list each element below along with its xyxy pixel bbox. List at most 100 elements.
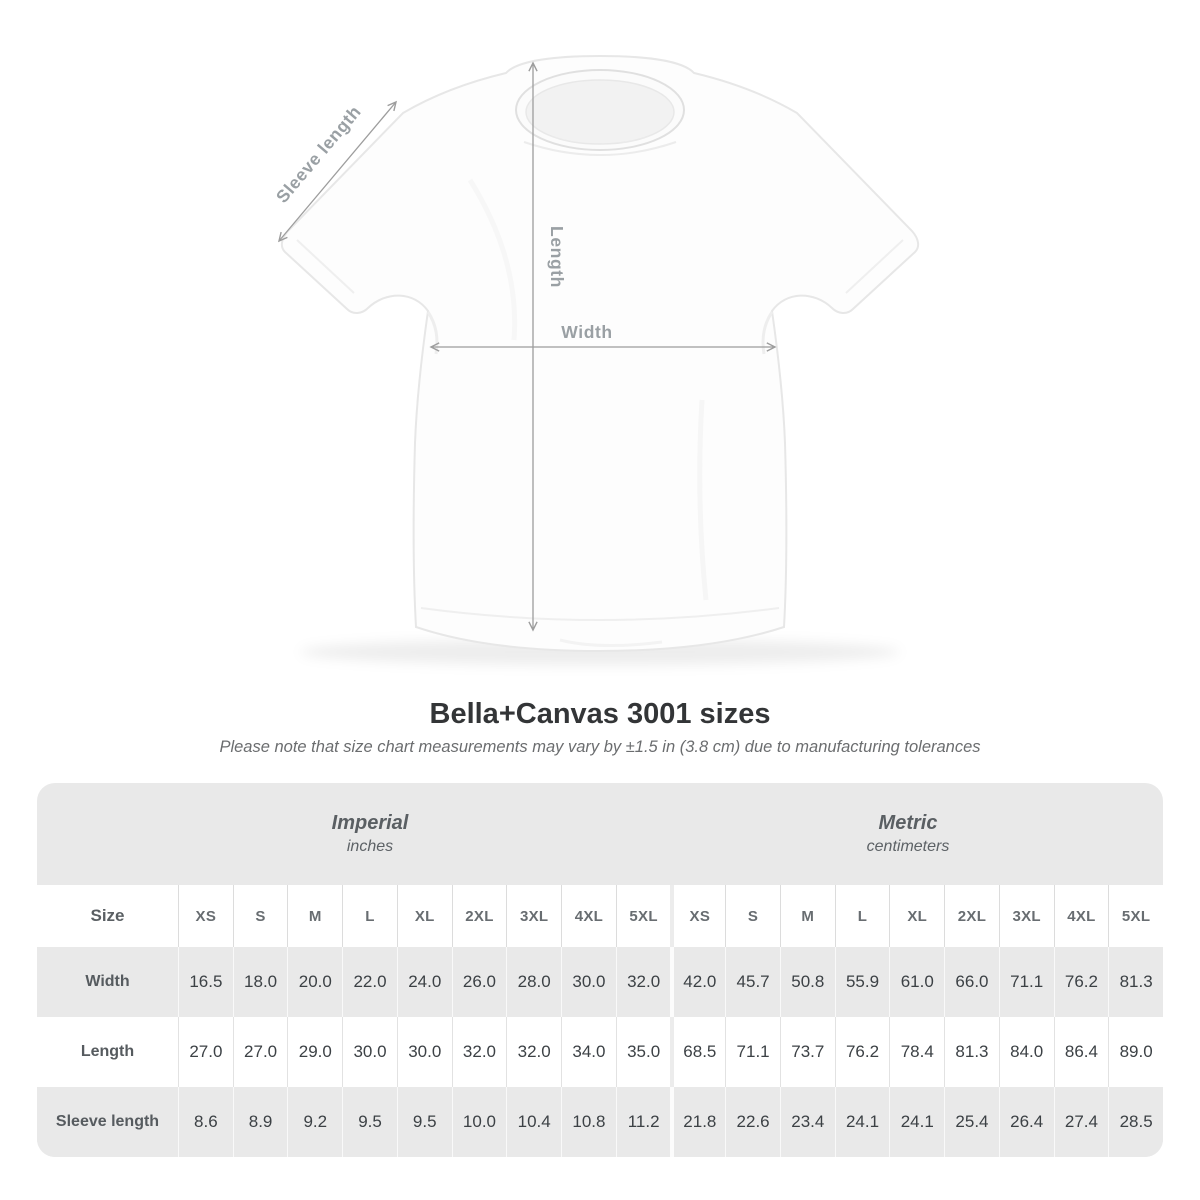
measurement-value-cell: 45.7 — [725, 947, 780, 1017]
tolerance-note: Please note that size chart measurements… — [219, 738, 981, 756]
measurement-value-cell: 21.8 — [670, 1087, 725, 1157]
measurement-value-cell: 86.4 — [1053, 1017, 1109, 1087]
size-column-header: L — [342, 885, 397, 947]
measurement-value-cell: 66.0 — [944, 947, 999, 1017]
unit-group-imperial: Imperial inches — [332, 783, 409, 885]
tshirt-body — [280, 54, 920, 653]
metric-label: Metric — [878, 812, 938, 834]
size-column-header: 2XL — [451, 885, 507, 947]
tshirt-measurement-diagram: Sleeve length Length Width — [272, 54, 920, 665]
measurement-value-cell: 76.2 — [834, 1017, 890, 1087]
measurement-value-cell: 68.5 — [670, 1017, 725, 1087]
size-column-header: M — [779, 885, 835, 947]
measurement-value-cell: 50.8 — [779, 947, 835, 1017]
size-column-header: 4XL — [1053, 885, 1109, 947]
size-column-header: XL — [889, 885, 944, 947]
measurement-value-cell: 25.4 — [944, 1087, 999, 1157]
measurement-value-cell: 24.0 — [396, 947, 452, 1017]
measurement-value-cell: 28.5 — [1108, 1087, 1163, 1157]
measurement-value-cell: 22.0 — [342, 947, 397, 1017]
measurement-value-cell: 22.6 — [725, 1087, 780, 1157]
size-column-header: 4XL — [561, 885, 616, 947]
measurement-row: Width 16.5 18.0 20.0 22.0 24.0 26.0 28.0 30.0 32.… — [37, 947, 1163, 1017]
size-table-grid: Size XS S M L XL 2XL 3XL 4XL 5XL XS S M L XL 2XL 3XL 4XL 5… — [37, 885, 1163, 1157]
measurement-value-cell: 76.2 — [1053, 947, 1109, 1017]
measurement-value-cell: 27.4 — [1053, 1087, 1109, 1157]
measurement-value-cell: 24.1 — [889, 1087, 944, 1157]
size-column-header: L — [834, 885, 890, 947]
imperial-label: Imperial — [331, 812, 409, 834]
measurement-value-cell: 23.4 — [779, 1087, 835, 1157]
measurement-value-cell: 9.2 — [287, 1087, 342, 1157]
measurement-value-cell: 29.0 — [287, 1017, 342, 1087]
page-title: Bella+Canvas 3001 sizes — [429, 698, 771, 730]
measurement-value-cell: 30.0 — [396, 1017, 452, 1087]
size-column-header: 5XL — [1108, 885, 1163, 947]
measurement-value-cell: 18.0 — [232, 947, 288, 1017]
measurement-value-cell: 84.0 — [998, 1017, 1054, 1087]
metric-sublabel: centimeters — [866, 838, 950, 855]
measurement-value-cell: 26.4 — [998, 1087, 1054, 1157]
size-column-header: 3XL — [998, 885, 1054, 947]
measurement-value-cell: 8.6 — [178, 1087, 233, 1157]
measurement-value-cell: 89.0 — [1108, 1017, 1163, 1087]
collar-stitch — [523, 141, 677, 156]
measurement-value-cell: 55.9 — [834, 947, 890, 1017]
tshirt-illustration: Sleeve length Length Width — [272, 54, 920, 665]
measurement-row-label: Width — [85, 973, 130, 990]
measurement-value-cell: 32.0 — [615, 947, 671, 1017]
unit-groups-header: Imperial inches Metric centimeters — [37, 783, 1163, 885]
measurement-value-cell: 10.4 — [506, 1087, 561, 1157]
measurement-value-cell: 42.0 — [670, 947, 725, 1017]
length-measure-label: Length — [547, 226, 567, 288]
collar-back-panel — [534, 130, 666, 144]
measurement-value-cell: 81.3 — [944, 1017, 999, 1087]
measurement-value-cell: 71.1 — [998, 947, 1054, 1017]
width-measure-label: Width — [561, 322, 612, 342]
size-column-header: S — [725, 885, 780, 947]
size-chart-card: Imperial inches Metric centimeters Size X… — [37, 783, 1163, 1157]
measurement-value-cell: 30.0 — [561, 947, 616, 1017]
neck-opening — [525, 79, 675, 145]
measurement-value-cell: 30.0 — [342, 1017, 397, 1087]
measurement-value-cell: 34.0 — [561, 1017, 616, 1087]
size-column-header: XS — [670, 885, 725, 947]
size-column-header: 3XL — [506, 885, 561, 947]
size-corner-label: Size — [90, 906, 125, 925]
measurement-value-cell: 28.0 — [506, 947, 561, 1017]
size-column-header: S — [232, 885, 288, 947]
measurement-value-cell: 35.0 — [615, 1017, 671, 1087]
shirt-shadow — [300, 639, 900, 665]
size-header-row: Size XS S M L XL 2XL 3XL 4XL 5XL XS S M L XL 2XL 3XL 4XL 5… — [37, 885, 1163, 947]
measurement-value-cell: 32.0 — [451, 1017, 507, 1087]
measurement-row-label: Sleeve length — [55, 1113, 160, 1130]
size-column-header: 2XL — [944, 885, 999, 947]
measurement-value-cell: 9.5 — [342, 1087, 397, 1157]
measurement-value-cell: 78.4 — [889, 1017, 944, 1087]
sleeve-length-arrow — [277, 100, 398, 243]
measurement-value-cell: 73.7 — [779, 1017, 835, 1087]
measurement-value-cell: 10.8 — [561, 1087, 616, 1157]
imperial-sublabel: inches — [346, 838, 394, 855]
measurement-value-cell: 32.0 — [506, 1017, 561, 1087]
measurement-value-cell: 20.0 — [287, 947, 342, 1017]
measurement-row-label: Length — [80, 1043, 135, 1060]
measurement-value-cell: 16.5 — [178, 947, 233, 1017]
measurement-value-cell: 8.9 — [232, 1087, 288, 1157]
size-column-header: M — [287, 885, 342, 947]
measurement-row: Sleeve length 8.6 8.9 9.2 9.5 9.5 10.0 10.4 10.8… — [37, 1087, 1163, 1157]
measurement-value-cell: 27.0 — [232, 1017, 288, 1087]
measurement-value-cell: 81.3 — [1108, 947, 1163, 1017]
measurement-row: Length 27.0 27.0 29.0 30.0 30.0 32.0 32.0 34.0 35… — [37, 1017, 1163, 1087]
measurement-value-cell: 11.2 — [615, 1087, 671, 1157]
measurement-value-cell: 26.0 — [451, 947, 507, 1017]
measurement-value-cell: 24.1 — [834, 1087, 890, 1157]
measurement-value-cell: 71.1 — [725, 1017, 780, 1087]
size-column-header: XL — [396, 885, 452, 947]
unit-group-metric: Metric centimeters — [867, 783, 950, 885]
measurement-value-cell: 61.0 — [889, 947, 944, 1017]
measurement-value-cell: 27.0 — [178, 1017, 233, 1087]
size-column-header: XS — [178, 885, 233, 947]
measurement-value-cell: 10.0 — [451, 1087, 507, 1157]
